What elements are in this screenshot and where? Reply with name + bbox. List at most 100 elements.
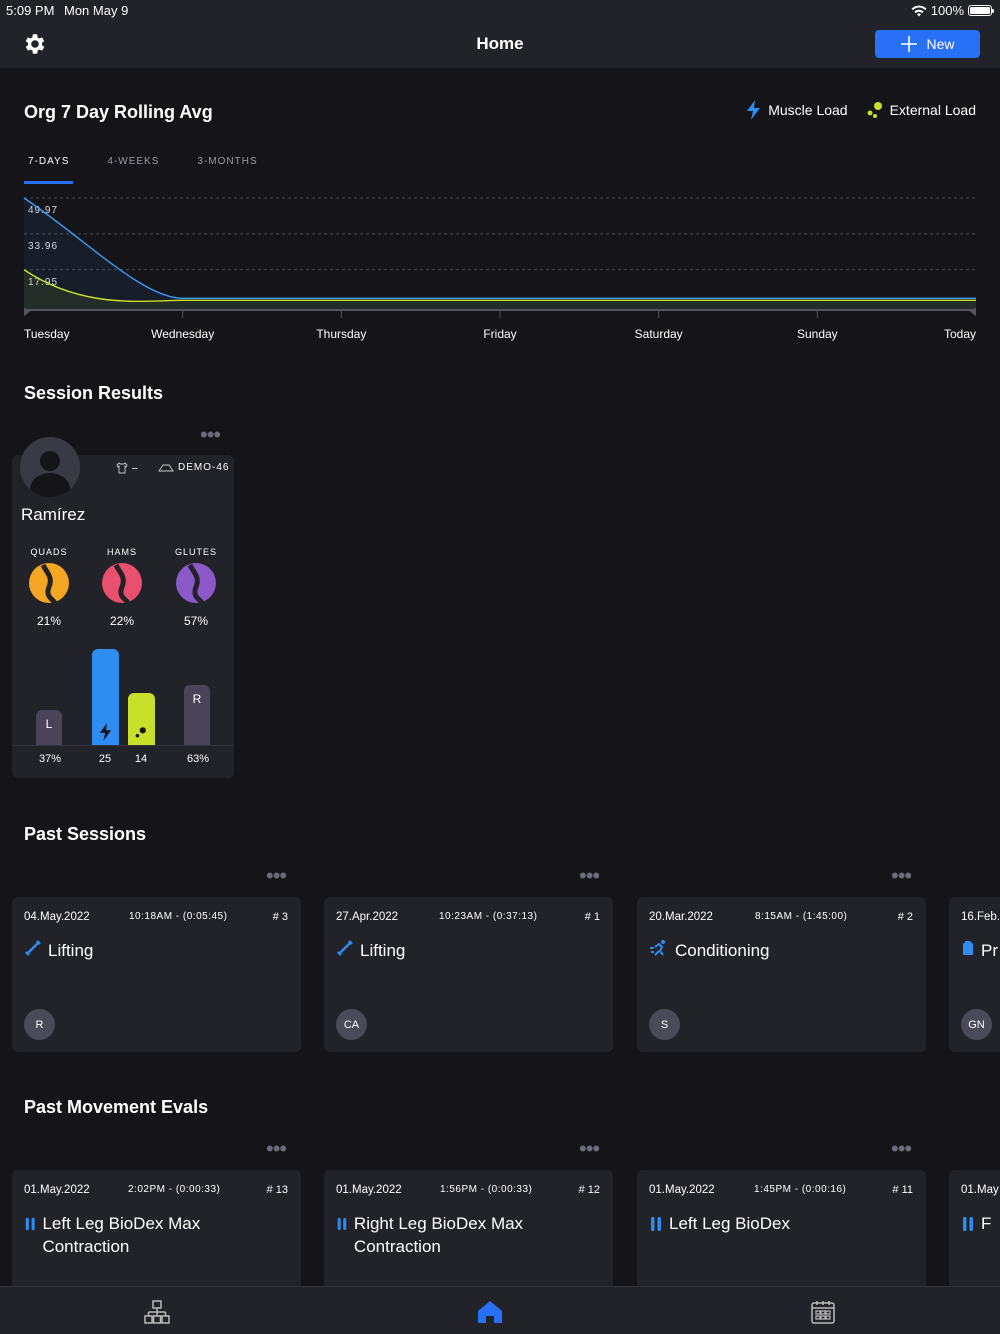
eval-more-icon[interactable]: ••• (579, 1136, 600, 1161)
past-evals-title: Past Movement Evals (24, 1097, 209, 1117)
eval-title: Left Leg BioDex Max Contraction (24, 1212, 264, 1258)
legend-external-load: External Load (866, 101, 976, 119)
tab-7-days[interactable]: 7-DAYS (24, 156, 74, 184)
session-time: 10:23AM - (0:37:13) (439, 911, 538, 922)
eval-title-label: Right Leg BioDex Max Contraction (353, 1214, 524, 1256)
session-title-label: Conditioning (675, 941, 770, 960)
battery-percent: 100% (930, 3, 964, 18)
muscle-bar-value: 25 (98, 753, 112, 765)
eval-title-label: Left Leg BioDex (669, 1214, 790, 1233)
status-time: 5:09 PM (6, 3, 55, 18)
eval-number: # 12 (578, 1184, 600, 1196)
session-date: 20.Mar.2022 (649, 911, 713, 923)
quads-icon (29, 563, 69, 605)
left-bar-letter: L (45, 717, 53, 731)
external-load-line (23, 269, 976, 302)
past-session-card[interactable]: 20.Mar.2022 8:15AM - (1:45:00) # 2 Condi… (637, 897, 926, 1052)
session-result-card[interactable]: – DEMO-46 Ramírez QUADS 21% HAMS 22% GLU… (12, 437, 234, 778)
legend-muscle-load-label: Muscle Load (768, 102, 848, 118)
athlete-badge: S (649, 1009, 680, 1040)
eval-more-icon[interactable]: ••• (266, 1136, 287, 1161)
bottom-tab-bar (0, 1286, 1000, 1334)
calendar-icon[interactable] (810, 1299, 836, 1325)
session-date: 04.May.2022 (24, 911, 90, 923)
muscle-hams-pct: 22% (109, 614, 135, 628)
session-results-more-icon[interactable]: ••• (200, 422, 221, 447)
avatar (20, 437, 80, 497)
nav-bar: Home New (0, 22, 1000, 68)
dumbbell-icon (25, 940, 41, 956)
rolling-avg-title: Org 7 Day Rolling Avg (24, 102, 213, 122)
session-date: 27.Apr.2022 (336, 911, 399, 923)
x-tick-label: Tuesday (24, 327, 70, 341)
eval-title-label: F (981, 1214, 992, 1233)
series-area (24, 269, 976, 310)
x-tick-label: Today (944, 327, 976, 341)
session-more-icon[interactable]: ••• (266, 863, 287, 888)
eval-time: 2:02PM - (0:00:33) (128, 1184, 221, 1195)
left-bar-value: 37% (38, 753, 62, 765)
session-number: # 1 (584, 911, 600, 923)
right-bar-letter: R (192, 692, 202, 706)
new-button-label: New (926, 36, 955, 52)
session-more-icon[interactable]: ••• (579, 863, 600, 888)
muscle-glutes-pct: 57% (183, 614, 209, 628)
session-time: 8:15AM - (1:45:00) (755, 911, 848, 922)
y-tick-label: 33.96 (28, 241, 58, 252)
series-area (24, 197, 976, 310)
session-title-label: Lifting (360, 941, 406, 960)
eval-number: # 13 (266, 1184, 288, 1196)
legs-icon (963, 1217, 973, 1231)
muscle-quads-pct: 21% (36, 614, 62, 628)
session-number: # 3 (272, 911, 288, 923)
past-sessions-title: Past Sessions (24, 824, 147, 844)
muscle-hams: HAMS 22% (92, 547, 152, 628)
session-more-icon[interactable]: ••• (891, 863, 912, 888)
dumbbell-icon (337, 940, 353, 956)
range-tabs: 7-DAYS 4-WEEKS 3-MONTHS (24, 156, 292, 184)
athlete-badge: CA (336, 1009, 367, 1040)
tab-3-months[interactable]: 3-MONTHS (197, 156, 258, 167)
legs-icon (25, 1217, 35, 1231)
muscle-load-line (23, 197, 976, 300)
external-load-icon (867, 102, 882, 118)
eval-date: 01.May.2022 (24, 1184, 90, 1196)
status-bar: 5:09 PM Mon May 9 100% (0, 0, 1000, 22)
session-number: # 2 (897, 911, 913, 923)
x-tick-label: Saturday (635, 327, 683, 341)
axis-end-marker (968, 308, 976, 316)
shirt-icon (116, 462, 128, 474)
eval-title: Left Leg BioDex (649, 1212, 889, 1235)
eval-number: # 11 (892, 1184, 913, 1196)
eval-title-label: Left Leg BioDex Max Contraction (42, 1214, 201, 1256)
athlete-badge: GN (961, 1009, 992, 1040)
clipboard-icon (963, 941, 973, 955)
hams-icon (102, 563, 142, 605)
session-title: Pr (961, 939, 998, 962)
status-right: 100% (911, 3, 994, 18)
tab-4-weeks[interactable]: 4-WEEKS (107, 156, 160, 167)
muscle-quads-label: QUADS (30, 547, 68, 557)
session-title: Lifting (336, 939, 405, 962)
glutes-icon (176, 563, 216, 605)
device-value: – (132, 462, 139, 474)
lightning-icon (99, 723, 112, 741)
external-bar-value: 14 (134, 753, 148, 765)
past-session-card[interactable]: 16.Feb. Pr GN (949, 897, 1000, 1052)
external-load-bar (128, 693, 155, 745)
gear-icon[interactable] (22, 31, 48, 57)
past-session-card[interactable]: 27.Apr.2022 10:23AM - (0:37:13) # 1 Lift… (324, 897, 613, 1052)
org-chart-icon[interactable] (144, 1299, 170, 1325)
sensor-meta: DEMO-46 (158, 462, 229, 473)
new-button[interactable]: New (875, 30, 980, 58)
x-tick-label: Thursday (316, 327, 366, 341)
eval-more-icon[interactable]: ••• (891, 1136, 912, 1161)
home-icon[interactable] (477, 1299, 503, 1325)
legs-icon (337, 1218, 347, 1230)
x-tick-label: Sunday (797, 327, 838, 341)
player-name: Ramírez (21, 505, 86, 524)
past-session-card[interactable]: 04.May.2022 10:18AM - (0:05:45) # 3 Lift… (12, 897, 301, 1052)
athlete-badge: R (24, 1009, 55, 1040)
eval-date: 01.May.2022 (336, 1184, 402, 1196)
